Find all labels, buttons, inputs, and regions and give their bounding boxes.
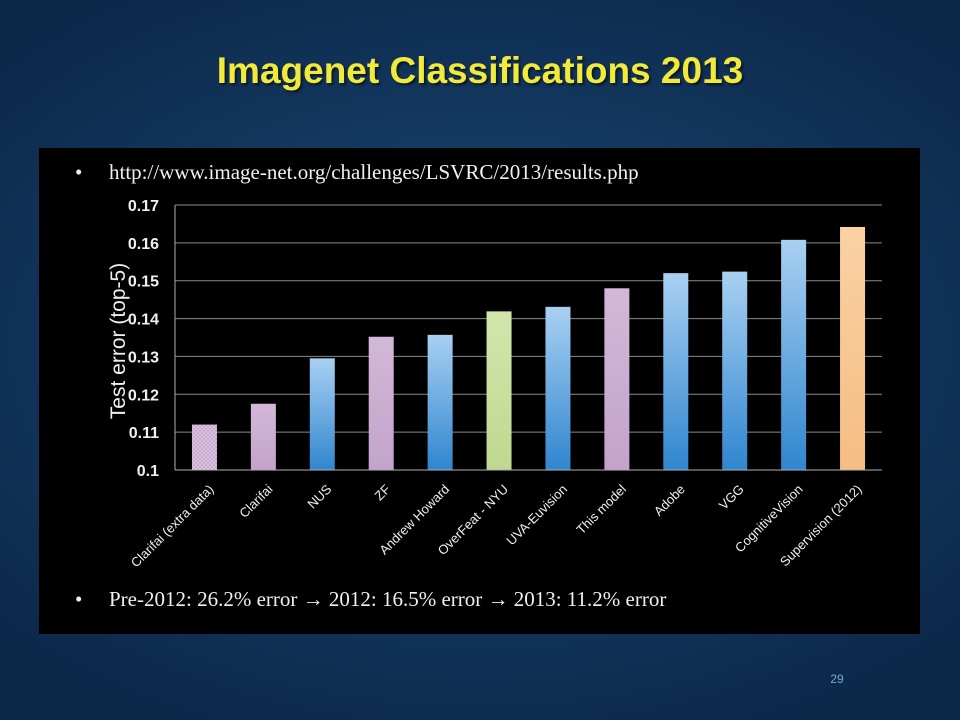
x-tick-label: UVA-Euvision [503,482,570,549]
x-tick-label: ZF [371,481,393,503]
x-tick-label: Adobe [651,482,688,519]
y-tick-labels: 0.1 0.11 0.12 0.13 0.14 0.15 0.16 0.17 [128,198,159,480]
x-tick-label: Clarifai [236,481,275,520]
bar [309,358,335,470]
bar [781,239,807,470]
bar [663,273,689,470]
bar [486,311,512,470]
results-url-text: http://www.image-net.org/challenges/LSVR… [109,160,639,184]
bar [191,424,217,470]
bar [604,288,630,470]
gridlines [175,204,882,433]
x-tick-label: NUS [304,481,334,511]
bullet-dot: • [75,160,83,184]
y-tick-label: 0.14 [128,312,159,329]
y-tick-label: 0.16 [128,236,159,253]
bar [545,306,571,470]
bar [722,271,748,470]
x-tick-labels: Clarifai (extra data) Clarifai NUS ZFAndrew… [128,481,865,570]
bar [840,226,866,470]
y-tick-label: 0.12 [128,387,159,404]
y-tick-label: 0.11 [129,425,159,442]
y-axis-label: Test error (top-5) [107,263,130,419]
error-summary-text: Pre-2012: 26.2% error → 2012: 16.5% erro… [109,587,667,611]
y-tick-label: 0.17 [128,198,159,215]
bars [191,226,866,470]
slide-number: 29 [830,672,844,686]
y-tick-label: 0.13 [128,349,159,366]
bar [427,334,453,470]
bullet-dot: • [75,587,83,611]
chart-panel: • http://www.image-net.org/challenges/LS… [39,148,920,634]
x-tick-label: This model [573,481,629,537]
bar-chart: 0.1 0.11 0.12 0.13 0.14 0.15 0.16 0.17 Clarifai… [107,198,882,570]
x-tick-label: VGG [716,482,747,513]
x-tick-label: Clarifai (extra data) [128,482,217,571]
slide-title: Imagenet Classifications 2013 [216,50,744,91]
bar [368,336,394,470]
axes [174,205,882,471]
bar [250,403,276,470]
y-tick-label: 0.15 [128,274,159,291]
y-tick-label: 0.1 [137,463,159,480]
